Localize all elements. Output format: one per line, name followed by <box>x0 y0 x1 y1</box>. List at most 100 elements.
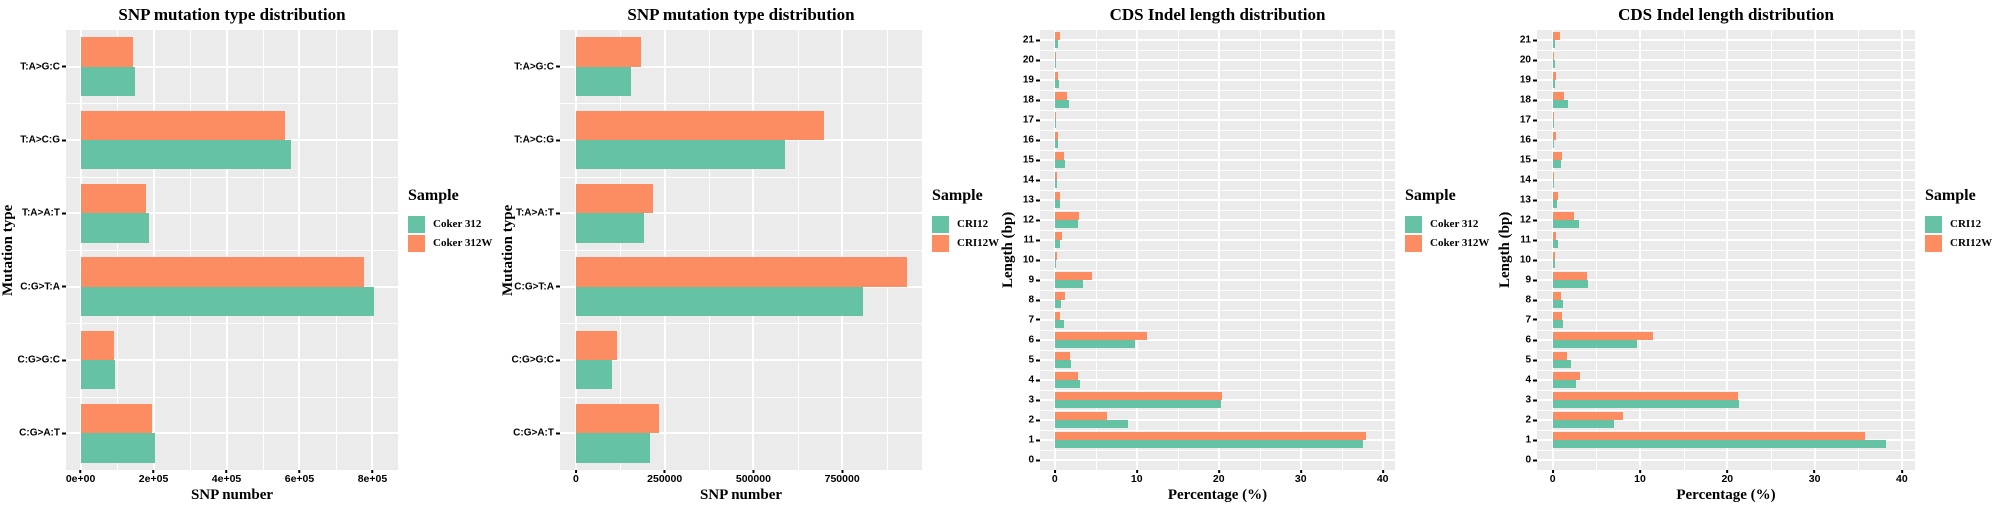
y-tick-mark <box>1036 359 1040 361</box>
bar-cri12w <box>1552 71 1557 80</box>
bar-cri12 <box>575 433 650 463</box>
bar-cri12w <box>575 404 660 434</box>
y-tick-mark <box>1036 99 1040 101</box>
y-tick-mark <box>1533 179 1537 181</box>
y-tick-mark <box>1533 199 1537 201</box>
y-tick-mark <box>1036 419 1040 421</box>
y-tick-mark <box>62 212 66 215</box>
y-tick-mark <box>1036 379 1040 381</box>
y-tick-text: 1 <box>1028 434 1034 446</box>
y-tick-text: 9 <box>1028 274 1034 286</box>
bar-cri12 <box>575 140 786 170</box>
gridline-major-horizontal <box>560 65 922 68</box>
y-tick-text: 9 <box>1525 274 1531 286</box>
y-tick-label: 4 <box>1525 375 1537 386</box>
y-tick-text: 6 <box>1525 334 1531 346</box>
legend-item: Coker 312W <box>408 234 500 252</box>
gridline-major-horizontal <box>1537 339 1915 341</box>
bar-coker-312 <box>80 66 136 96</box>
bar-coker-312w <box>1054 71 1059 80</box>
x-axis-title: Percentage (%) <box>1167 487 1268 503</box>
y-tick-label: C:G>G:C <box>512 355 560 366</box>
y-tick-text: 11 <box>1520 234 1531 246</box>
y-tick-mark <box>1533 239 1537 241</box>
gridline-minor-horizontal <box>1537 50 1915 51</box>
y-tick-label: 11 <box>1520 235 1537 246</box>
y-tick-mark <box>1036 159 1040 161</box>
y-tick-mark <box>1533 279 1537 281</box>
bar-coker-312 <box>1054 400 1222 409</box>
gridline-major-horizontal <box>1040 39 1395 41</box>
bar-cri12w <box>1552 191 1558 200</box>
y-tick-text: T:A>G:C <box>20 61 60 73</box>
y-tick-mark <box>1533 119 1537 121</box>
x-tick-label: 20 <box>1213 470 1225 485</box>
y-tick-text: T:A>A:T <box>21 207 60 219</box>
x-axis-tick-labels: 0 10 20 30 40 <box>1537 470 1915 485</box>
y-tick-text: T:A>C:G <box>514 134 554 146</box>
gridline-minor-horizontal <box>1537 270 1915 271</box>
y-tick-mark <box>1533 399 1537 401</box>
gridline-minor-horizontal <box>66 103 398 105</box>
y-tick-label: 2 <box>1525 415 1537 426</box>
y-tick-label: 21 <box>1023 35 1040 46</box>
y-tick-mark <box>1533 459 1537 461</box>
bar-coker-312w <box>1054 131 1059 140</box>
y-tick-text: 13 <box>1022 194 1034 206</box>
bar-coker-312 <box>1054 120 1057 129</box>
gridline-minor-horizontal <box>1040 190 1395 191</box>
bar-cri12 <box>1552 180 1555 189</box>
bar-cri12w <box>1552 351 1567 360</box>
bar-coker-312w <box>80 110 285 140</box>
y-tick-mark <box>1036 259 1040 261</box>
gridline-major-horizontal <box>1040 239 1395 241</box>
bar-coker-312w <box>1054 251 1057 260</box>
y-tick-mark <box>1533 99 1537 101</box>
y-tick-mark <box>1533 439 1537 441</box>
bar-cri12 <box>1552 40 1555 49</box>
y-tick-text: 14 <box>1519 174 1531 186</box>
bar-coker-312w <box>1054 31 1060 40</box>
bar-cri12w <box>575 184 653 214</box>
bar-coker-312w <box>1054 231 1062 240</box>
chart-title: CDS Indel length distribution <box>1618 5 1834 24</box>
bar-coker-312w <box>80 37 134 67</box>
bar-coker-312 <box>1054 60 1057 69</box>
y-tick-mark <box>1036 439 1040 441</box>
bar-coker-312 <box>1054 300 1062 309</box>
bar-cri12 <box>1552 200 1558 209</box>
x-tick-label: 2e+05 <box>139 470 169 485</box>
legend-item: CRI12W <box>932 234 1000 252</box>
y-tick-text: 14 <box>1022 174 1034 186</box>
legend-label: Coker 312 <box>433 218 482 230</box>
bar-cri12w <box>1552 371 1580 380</box>
legend-title: Sample <box>1405 186 1456 204</box>
gridline-minor-horizontal <box>1537 310 1915 311</box>
bar-coker-312w <box>1054 271 1093 280</box>
bar-cri12 <box>575 66 632 96</box>
legend-title: Sample <box>932 186 983 204</box>
gridline-major-horizontal <box>560 359 922 361</box>
y-tick-label: 1 <box>1525 435 1537 446</box>
plot-area <box>66 30 398 470</box>
legend-label: Coker 312W <box>1430 237 1490 249</box>
y-axis-title: Mutation type <box>500 204 516 296</box>
bar-cri12w <box>1552 411 1624 420</box>
y-tick-text: 8 <box>1028 294 1034 306</box>
gridline-major-horizontal <box>1537 379 1915 381</box>
gridline-minor-horizontal <box>1537 110 1915 111</box>
gridline-minor-horizontal <box>1040 390 1395 391</box>
chart-panel-indel-coker: CDS Indel length distribution Length (bp… <box>1000 0 1497 506</box>
y-tick-label: 13 <box>1023 195 1040 206</box>
y-tick-text: 5 <box>1028 354 1034 366</box>
y-tick-mark <box>1533 79 1537 81</box>
legend-swatch <box>408 234 425 252</box>
bar-cri12 <box>1552 440 1887 449</box>
bar-cri12 <box>1552 420 1614 429</box>
y-tick-text: 12 <box>1022 214 1034 226</box>
legend-items: CRI12 CRI12W <box>932 214 1000 252</box>
y-tick-text: 2 <box>1525 414 1531 426</box>
gridline-major-horizontal <box>1537 199 1915 201</box>
gridline-major-horizontal <box>66 212 398 215</box>
